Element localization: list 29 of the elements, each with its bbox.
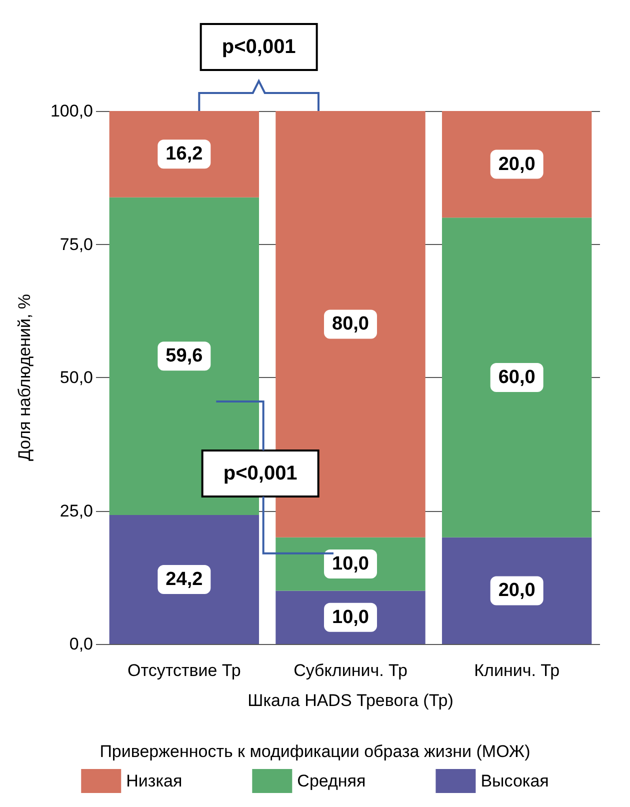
legend-title: Приверженность к модификации образа жизни (МОЖ): [100, 742, 530, 761]
y-tick-label: 50,0: [60, 368, 93, 387]
data-label: 20,0: [498, 580, 536, 602]
data-label: 10,0: [332, 606, 369, 628]
bar: [442, 537, 592, 644]
y-tick-label: 100,0: [50, 102, 93, 120]
bar: [109, 515, 260, 644]
x-tick-label: Отсутствие Тр: [128, 661, 241, 680]
x-tick-label: Клинич. Тр: [474, 661, 560, 680]
data-label: 60,0: [498, 367, 536, 388]
y-tick-label: 75,0: [60, 234, 93, 254]
x-tick-label: Субклинич. Тр: [294, 661, 408, 680]
y-tick-label: 25,0: [60, 501, 93, 520]
x-axis-title: Шкала HADS Тревога (Тр): [248, 691, 454, 710]
data-label: 10,0: [332, 554, 369, 575]
y-axis-title: Доля наблюдений, %: [15, 294, 34, 462]
bar: [442, 111, 592, 218]
annotation: p<0,001: [223, 462, 298, 484]
data-label: 20,0: [498, 154, 536, 175]
legend-label: Низкая: [126, 772, 182, 790]
data-label: 24,2: [166, 569, 203, 590]
legend-label: Средняя: [297, 772, 366, 790]
data-label: 59,6: [166, 346, 203, 367]
data-label: 16,2: [166, 144, 203, 165]
legend-label: Высокая: [480, 772, 549, 790]
bar: [442, 218, 592, 538]
y-tick-label: 0,0: [69, 634, 93, 654]
text: p<0,001: [222, 36, 296, 58]
data-label: 80,0: [332, 314, 369, 335]
